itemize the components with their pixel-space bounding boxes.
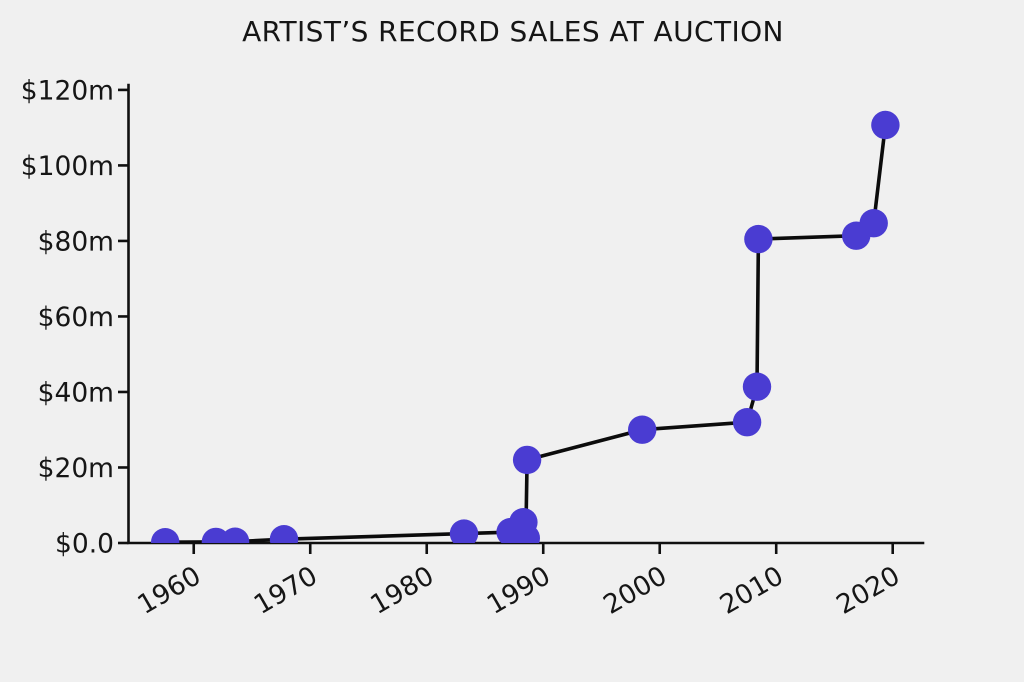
x-tick-label: 2020 — [831, 560, 905, 621]
x-tick-label: 1970 — [249, 560, 323, 621]
data-point-1998-9 — [628, 415, 657, 444]
data-point-1983-4 — [449, 519, 479, 543]
data-series — [151, 110, 900, 543]
data-point-2018-14 — [859, 209, 888, 238]
y-tick-label: $100m — [21, 151, 114, 182]
y-tick-label: $60m — [38, 302, 114, 333]
data-point-1958-0 — [151, 528, 180, 543]
data-point-1964-2 — [220, 527, 250, 543]
y-tick-label: $40m — [38, 377, 114, 408]
chart-title: ARTIST’S RECORD SALES AT AUCTION — [242, 15, 784, 48]
data-line — [163, 123, 888, 543]
data-point-2007-10 — [732, 408, 762, 437]
data-point-2008-11 — [742, 372, 772, 401]
y-tick-label: $0.0 — [55, 529, 114, 560]
x-tick-label: 1980 — [365, 560, 439, 621]
data-point-2008-12 — [744, 224, 773, 254]
y-tick-label: $20m — [38, 453, 114, 484]
y-tick-label: $80m — [38, 226, 114, 257]
data-point-1988-8 — [512, 445, 542, 475]
x-tick-label: 2010 — [715, 560, 789, 621]
data-point-2019-15 — [871, 110, 900, 140]
y-tick-label: $120m — [21, 75, 114, 106]
x-tick-label: 1990 — [482, 560, 556, 621]
data-point-1968-3 — [269, 525, 299, 543]
x-tick-label: 2000 — [598, 560, 672, 621]
x-tick-label: 1960 — [132, 560, 206, 621]
data-point-1988-7 — [511, 523, 540, 543]
